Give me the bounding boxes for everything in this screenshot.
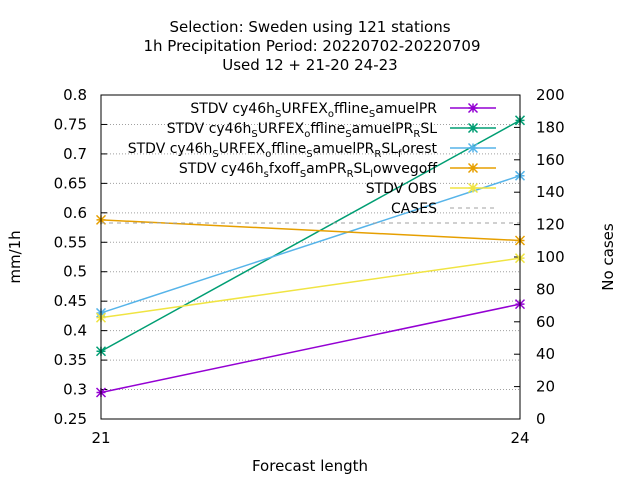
legend-subscript: l — [370, 169, 373, 180]
series-line — [100, 303, 521, 394]
grid — [101, 123, 520, 391]
legend-label-0: STDV cy46hSURFEXofflineSamuelPR — [190, 101, 437, 120]
series-line — [100, 219, 521, 242]
y2-tick-label: 180 — [536, 118, 565, 136]
x-axis-label: Forecast length — [252, 457, 368, 475]
y2-tick-label: 0 — [536, 410, 546, 428]
series-line — [100, 257, 521, 319]
legend-subscript: S — [251, 129, 257, 140]
legend-label-1: STDV cy46hSURFEXofflineSamuelPRRSL — [167, 121, 438, 140]
legend-subscript: o — [304, 129, 310, 140]
y-tick-label: 0.5 — [63, 263, 87, 281]
y-tick-label: 0.4 — [63, 322, 87, 340]
y-tick-label: 0.35 — [54, 351, 87, 369]
legend-swatch-marker — [467, 102, 479, 114]
legend-text: STDV cy46h — [179, 161, 264, 177]
legend-swatch-marker — [467, 122, 479, 134]
series-2 — [95, 170, 526, 318]
legend-text: owvegoff — [373, 161, 437, 177]
y-tick-label: 0.75 — [54, 115, 87, 133]
y2-tick-label: 60 — [536, 313, 555, 331]
legend-swatch-marker — [467, 182, 479, 194]
legend-subscript: s — [264, 169, 269, 180]
series-3 — [95, 214, 526, 246]
legend-label-5: CASES — [391, 201, 437, 217]
y-tick-label: 0.8 — [63, 86, 87, 104]
y-tick-label: 0.25 — [54, 410, 87, 428]
series-line — [100, 119, 521, 352]
title-line-2: 1h Precipitation Period: 20220702-202207… — [143, 37, 480, 55]
y2-tick-label: 200 — [536, 86, 565, 104]
legend-text: SL — [354, 161, 371, 177]
y2-axis-label: No cases — [599, 223, 617, 291]
series-group — [95, 115, 526, 398]
y2-tick-label: 80 — [536, 280, 555, 298]
y2-tick-label: 100 — [536, 248, 565, 266]
legend-text: URFEX — [219, 141, 266, 157]
legend-subscript: S — [212, 149, 218, 160]
legend-subscript: R — [374, 149, 381, 160]
legend-label-2: STDV cy46hSURFEXofflineSamuelPRRSLforest — [128, 141, 438, 160]
legend-text: amuelPR — [313, 141, 375, 157]
legend-swatch-marker — [467, 142, 479, 154]
y2-tick-label: 160 — [536, 151, 565, 169]
legend-subscript: S — [345, 129, 351, 140]
y-tick-label: 0.45 — [54, 292, 87, 310]
y-tick-label: 0.3 — [63, 381, 87, 399]
legend-subscript: o — [328, 109, 334, 120]
y-tick-label: 0.65 — [54, 174, 87, 192]
y2-axis-ticks: 0 20 40 60 80 100 120 140 160 180 200 — [514, 86, 565, 428]
legend-text: ffline — [334, 101, 369, 117]
legend-subscript: f — [398, 149, 402, 160]
legend-text: amuelPR — [352, 121, 414, 137]
legend-subscript: S — [369, 109, 375, 120]
legend-text: URFEX — [258, 121, 305, 137]
legend-label-3: STDV cy46hsfxoffSamPRRSLlowvegoff — [179, 161, 437, 180]
y-axis-label: mm/1h — [6, 230, 24, 283]
y2-tick-label: 40 — [536, 345, 555, 363]
legend-subscript: S — [306, 149, 312, 160]
x-tick-label: 24 — [510, 429, 529, 447]
plot-border — [100, 94, 521, 420]
title-line-3: Used 12 + 21-20 24-23 — [222, 56, 397, 74]
legend-text: ffline — [310, 121, 345, 137]
legend-text: SL — [420, 121, 437, 137]
legend-text: fxoff — [269, 161, 300, 177]
legend-text: SL — [381, 141, 398, 157]
x-axis-ticks: 21 24 — [91, 413, 530, 447]
y2-tick-label: 120 — [536, 216, 565, 234]
legend-text: STDV cy46h — [128, 141, 213, 157]
legend-text: STDV cy46h — [167, 121, 252, 137]
legend-text: amuelPR — [375, 101, 437, 117]
legend-text: URFEX — [281, 101, 328, 117]
y-tick-label: 0.7 — [63, 145, 87, 163]
y2-tick-label: 20 — [536, 378, 555, 396]
legend-subscript: o — [265, 149, 271, 160]
legend-subscript: S — [275, 109, 281, 120]
x-tick-label: 21 — [91, 429, 110, 447]
title-line-1: Selection: Sweden using 121 stations — [169, 18, 450, 36]
legend-subscript: S — [300, 169, 306, 180]
series-0 — [95, 299, 526, 398]
legend-text: amPR — [306, 161, 347, 177]
series-line — [100, 174, 521, 314]
legend-text: ffline — [271, 141, 306, 157]
legend-subscript: R — [413, 129, 420, 140]
legend-label-4: STDV OBS — [366, 181, 437, 197]
y-tick-label: 0.6 — [63, 204, 87, 222]
y-tick-label: 0.55 — [54, 233, 87, 251]
chart-title: Selection: Sweden using 121 stations 1h … — [143, 18, 480, 74]
legend-text: orest — [402, 141, 438, 157]
y-axis-ticks: 0.25 0.3 0.35 0.4 0.45 0.5 0.55 0.6 0.65 0.7 0.75 0… — [54, 86, 107, 428]
legend-swatch-marker — [467, 162, 479, 174]
legend-subscript: R — [347, 169, 354, 180]
y2-tick-label: 140 — [536, 183, 565, 201]
legend-text: STDV cy46h — [190, 101, 275, 117]
series-4 — [95, 253, 526, 323]
